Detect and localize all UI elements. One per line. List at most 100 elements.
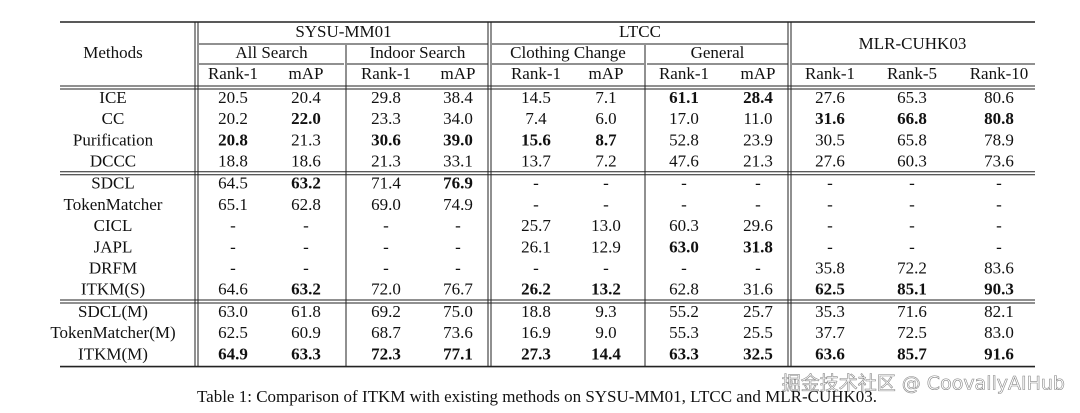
cell: - [909,237,915,256]
method-name: CC [102,109,125,128]
cell: 80.6 [984,88,1014,107]
cell: 61.1 [669,88,699,107]
cell: 8.7 [595,130,617,149]
subgroup-header: All Search [235,43,308,62]
cell: - [996,174,1002,193]
method-name: JAPL [94,237,133,256]
cell: - [909,195,915,214]
cell: 80.8 [984,109,1014,128]
method-name: CICL [94,216,133,235]
metric-header: Rank-1 [659,64,709,83]
cell: 25.5 [743,323,773,342]
cell: 72.3 [371,344,401,363]
cell: 20.4 [291,88,321,107]
group-header: MLR-CUHK03 [859,34,967,53]
metric-header: Rank-10 [970,64,1029,83]
cell: 69.0 [371,195,401,214]
metric-header: mAP [741,64,776,83]
metric-header: mAP [589,64,624,83]
cell: 13.7 [521,152,551,171]
cell: - [455,216,461,235]
cell: 64.6 [218,280,248,299]
cell: 85.7 [897,344,927,363]
cell: - [303,237,309,256]
cell: 9.3 [595,302,616,321]
metric-header: Rank-5 [887,64,937,83]
cell: 13.2 [591,280,621,299]
cell: 60.3 [669,216,699,235]
cell: 31.6 [815,109,845,128]
cell: 30.5 [815,130,845,149]
cell: 62.8 [291,195,321,214]
cell: 9.0 [595,323,616,342]
cell: 91.6 [984,344,1014,363]
cell: - [681,174,687,193]
cell: 7.2 [595,152,616,171]
cell: - [533,195,539,214]
cell: 65.1 [218,195,248,214]
watermark: 掘金技术社区 @ CoovallyAIHub [782,373,1065,395]
cell: 55.2 [669,302,699,321]
cell: - [996,237,1002,256]
metric-header: Rank-1 [361,64,411,83]
subgroup-header: General [691,43,745,62]
cell: 65.3 [897,88,927,107]
cell: 20.5 [218,88,248,107]
cell: 25.7 [521,216,551,235]
cell: - [681,259,687,278]
cell: - [383,216,389,235]
cell: - [827,174,833,193]
method-name: TokenMatcher(M) [50,323,175,342]
cell: 31.6 [743,280,773,299]
cell: 21.3 [291,130,321,149]
cell: - [755,195,761,214]
cell: 31.8 [743,237,773,256]
cell: 60.3 [897,152,927,171]
cell: 30.6 [371,130,401,149]
method-name: SDCL(M) [78,302,148,321]
cell: 18.8 [521,302,551,321]
cell: 13.0 [591,216,621,235]
cell: 71.4 [371,174,401,193]
cell: 62.5 [218,323,248,342]
cell: - [383,237,389,256]
cell: 29.8 [371,88,401,107]
cell: 47.6 [669,152,699,171]
cell: - [303,216,309,235]
cell: 6.0 [595,109,616,128]
cell: 26.2 [521,280,551,299]
cell: 18.6 [291,152,321,171]
cell: 21.3 [743,152,773,171]
cell: 77.1 [443,344,473,363]
cell: 14.5 [521,88,551,107]
cell: 63.6 [815,344,845,363]
cell: 32.5 [743,344,773,363]
cell: 62.8 [669,280,699,299]
cell: 73.6 [443,323,473,342]
cell: 76.7 [443,280,473,299]
cell: 55.3 [669,323,699,342]
cell: - [603,195,609,214]
cell: 37.7 [815,323,845,342]
cell: 63.0 [218,302,248,321]
group-header: SYSU-MM01 [295,22,391,41]
cell: 62.5 [815,280,845,299]
method-name: Purification [73,130,154,149]
cell: - [533,174,539,193]
cell: 78.9 [984,130,1014,149]
subgroup-header: Clothing Change [510,43,626,62]
metric-header: Rank-1 [208,64,258,83]
cell: 27.6 [815,152,845,171]
cell: 72.2 [897,259,927,278]
column-header: Methods [83,43,143,62]
cell: 68.7 [371,323,401,342]
cell: 64.5 [218,174,248,193]
cell: 17.0 [669,109,699,128]
cell: - [455,259,461,278]
cell: 72.0 [371,280,401,299]
cell: 14.4 [591,344,621,363]
cell: 69.2 [371,302,401,321]
cell: - [827,216,833,235]
cell: - [909,216,915,235]
